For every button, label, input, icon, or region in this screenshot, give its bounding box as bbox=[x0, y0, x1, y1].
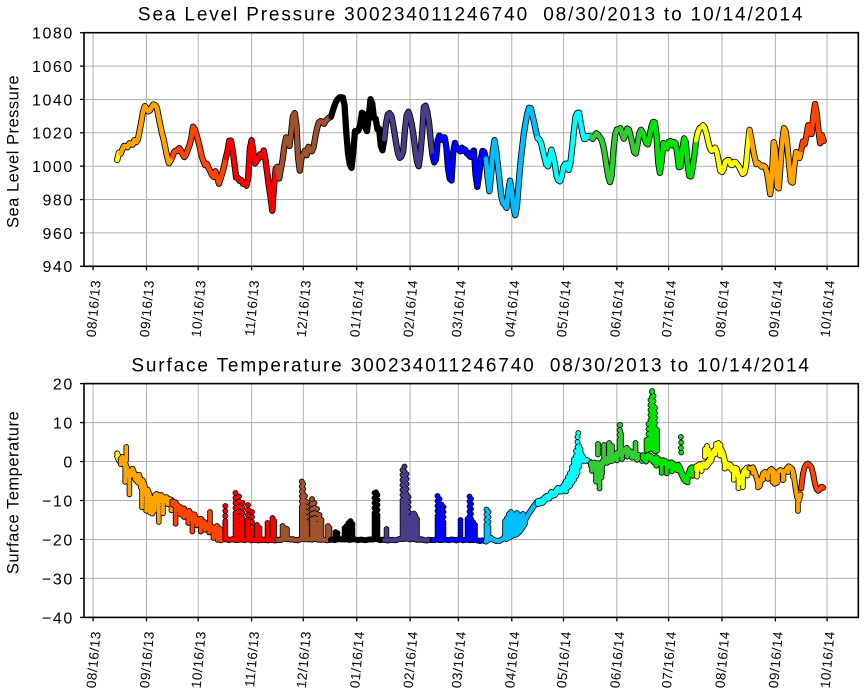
svg-text:960: 960 bbox=[42, 226, 73, 243]
svg-text:01/16/14: 01/16/14 bbox=[347, 279, 367, 337]
svg-text:980: 980 bbox=[42, 192, 73, 209]
svg-text:04/16/14: 04/16/14 bbox=[502, 279, 522, 337]
svg-text:Surface Temperature: Surface Temperature bbox=[5, 411, 23, 574]
svg-text:Sea Level Pressure 30023401124: Sea Level Pressure 300234011246740 08/30… bbox=[138, 5, 804, 26]
svg-text:03/16/14: 03/16/14 bbox=[449, 630, 469, 688]
svg-text:07/16/14: 07/16/14 bbox=[659, 279, 679, 337]
svg-text:03/16/14: 03/16/14 bbox=[449, 279, 469, 337]
svg-text:10: 10 bbox=[53, 415, 74, 432]
svg-text:09/16/14: 09/16/14 bbox=[766, 279, 786, 337]
svg-text:1040: 1040 bbox=[32, 92, 74, 109]
svg-text:10/16/14: 10/16/14 bbox=[818, 630, 838, 688]
svg-text:06/16/14: 06/16/14 bbox=[607, 279, 627, 337]
svg-text:940: 940 bbox=[42, 259, 73, 276]
svg-text:10/16/13: 10/16/13 bbox=[189, 279, 209, 337]
svg-text:1020: 1020 bbox=[32, 126, 74, 143]
svg-text:Surface Temperature 3002340112: Surface Temperature 300234011246740 08/3… bbox=[131, 356, 810, 377]
svg-text:11/16/13: 11/16/13 bbox=[242, 630, 262, 687]
svg-text:04/16/14: 04/16/14 bbox=[502, 630, 522, 688]
svg-text:1060: 1060 bbox=[32, 59, 74, 76]
svg-text:20: 20 bbox=[53, 377, 74, 394]
svg-text:1000: 1000 bbox=[32, 159, 74, 176]
svg-text:08/16/14: 08/16/14 bbox=[713, 630, 733, 688]
svg-text:12/16/13: 12/16/13 bbox=[294, 630, 314, 688]
svg-text:0: 0 bbox=[63, 454, 73, 471]
svg-text:05/16/14: 05/16/14 bbox=[554, 279, 574, 337]
svg-text:10/16/14: 10/16/14 bbox=[818, 279, 838, 337]
svg-text:08/16/13: 08/16/13 bbox=[84, 630, 104, 688]
svg-text:02/16/14: 02/16/14 bbox=[401, 279, 421, 337]
svg-text:−40: −40 bbox=[42, 610, 74, 627]
svg-text:10/16/13: 10/16/13 bbox=[189, 630, 209, 688]
svg-text:09/16/13: 09/16/13 bbox=[137, 630, 157, 688]
svg-text:09/16/13: 09/16/13 bbox=[137, 279, 157, 337]
svg-text:−30: −30 bbox=[42, 571, 74, 588]
svg-text:02/16/14: 02/16/14 bbox=[401, 630, 421, 688]
svg-text:05/16/14: 05/16/14 bbox=[554, 630, 574, 688]
svg-text:1080: 1080 bbox=[32, 26, 74, 43]
svg-text:01/16/14: 01/16/14 bbox=[347, 630, 367, 688]
svg-text:−20: −20 bbox=[42, 532, 74, 549]
svg-text:09/16/14: 09/16/14 bbox=[766, 630, 786, 688]
svg-text:11/16/13: 11/16/13 bbox=[242, 279, 262, 336]
svg-text:06/16/14: 06/16/14 bbox=[607, 630, 627, 688]
svg-text:Sea Level Pressure: Sea Level Pressure bbox=[5, 75, 23, 228]
svg-text:08/16/13: 08/16/13 bbox=[84, 279, 104, 337]
svg-text:08/16/14: 08/16/14 bbox=[713, 279, 733, 337]
svg-text:−10: −10 bbox=[42, 493, 74, 510]
svg-text:12/16/13: 12/16/13 bbox=[294, 279, 314, 337]
svg-text:07/16/14: 07/16/14 bbox=[659, 630, 679, 688]
